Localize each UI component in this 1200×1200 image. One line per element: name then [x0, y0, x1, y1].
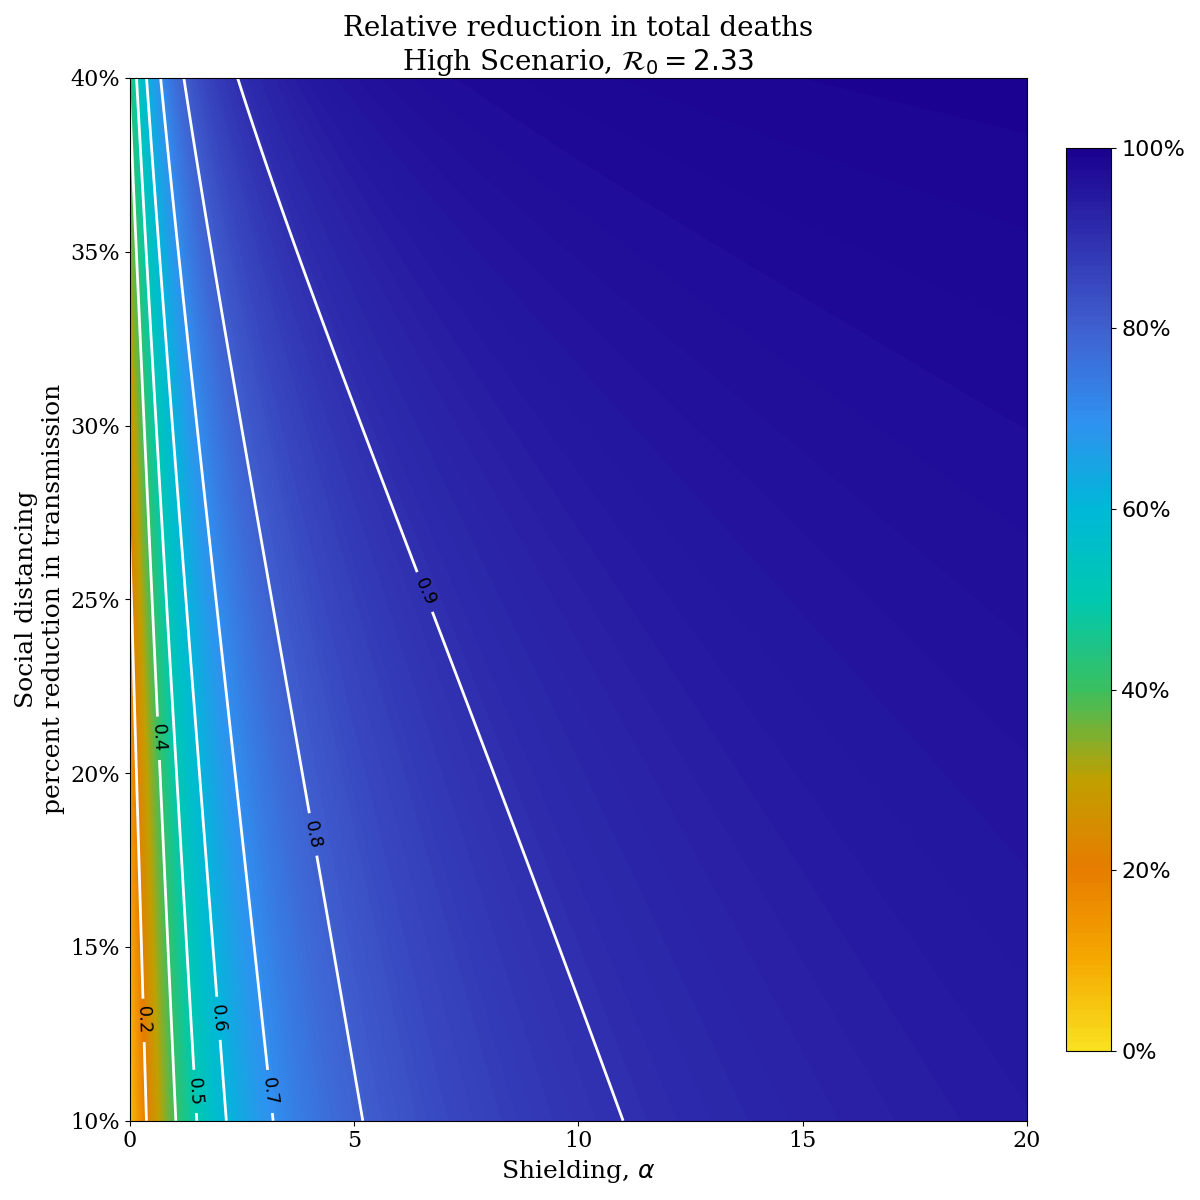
Text: 0.2: 0.2 [134, 1006, 154, 1034]
Text: 0.8: 0.8 [301, 818, 325, 850]
Y-axis label: Social distancing
percent reduction in transmission: Social distancing percent reduction in t… [14, 384, 65, 815]
Text: 0.7: 0.7 [259, 1076, 281, 1106]
X-axis label: Shielding, $\alpha$: Shielding, $\alpha$ [502, 1158, 655, 1184]
Text: 0.6: 0.6 [209, 1003, 229, 1033]
Text: 0.4: 0.4 [149, 724, 168, 754]
Title: Relative reduction in total deaths
High Scenario, $\mathcal{R}_0 = 2.33$: Relative reduction in total deaths High … [343, 14, 814, 78]
Text: 0.5: 0.5 [185, 1076, 205, 1106]
Text: 0.9: 0.9 [410, 575, 439, 608]
